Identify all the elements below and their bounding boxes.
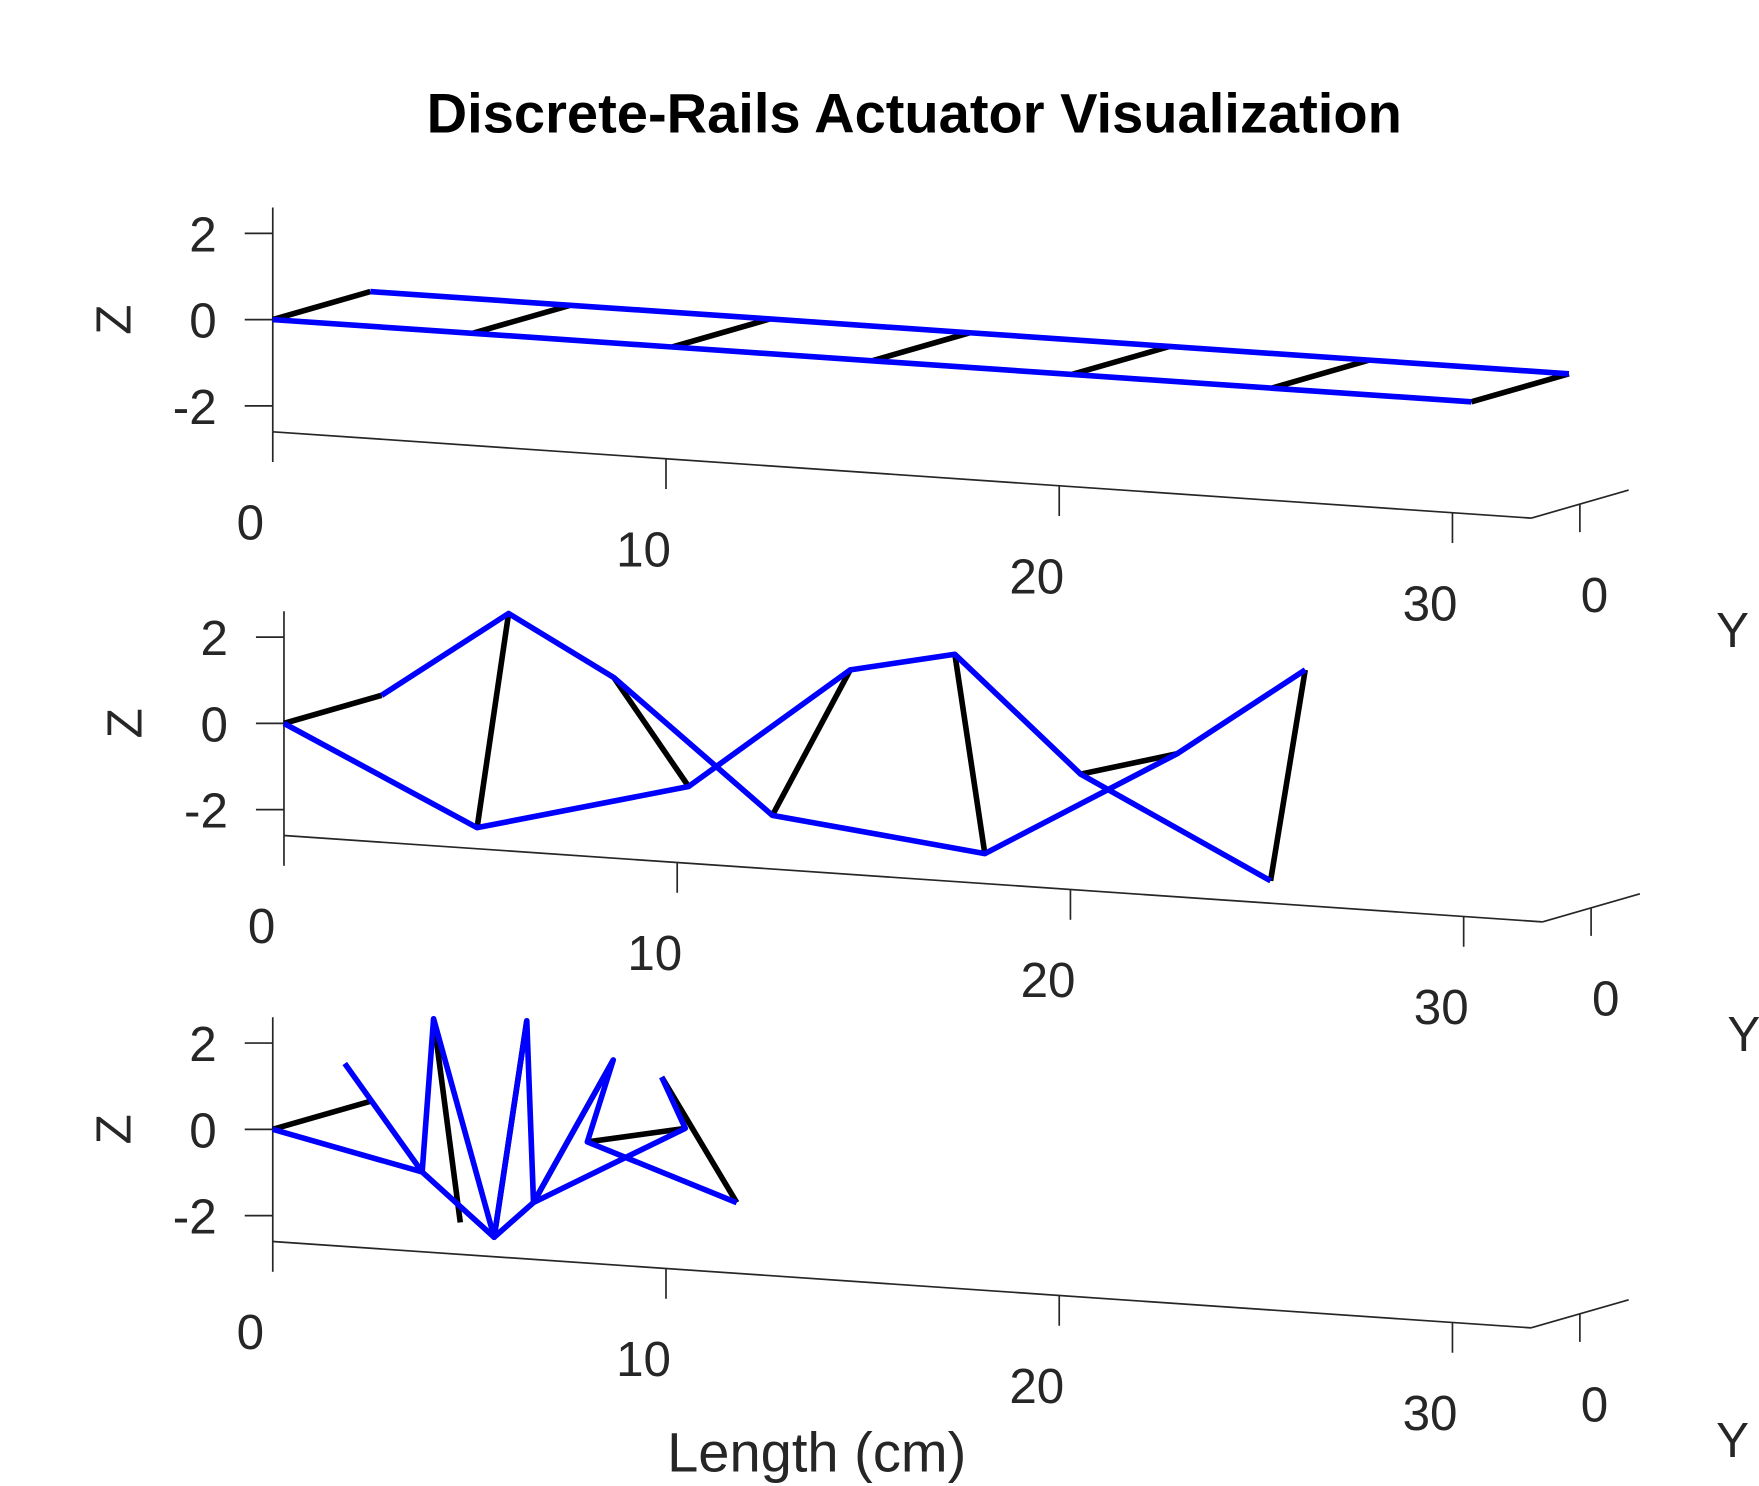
x-tick-label: 30: [1403, 576, 1458, 631]
y-tick-label: 0: [1581, 568, 1608, 623]
x-axis: [272, 430, 1532, 519]
z-tick-label: 0: [189, 294, 216, 349]
z-tick-label: -2: [173, 380, 217, 435]
rail-line: [283, 613, 1308, 882]
z-tick-label: 0: [200, 697, 227, 752]
rail-line: [380, 610, 1307, 857]
y-axis-label: Y: [1716, 603, 1749, 658]
chart-title: Discrete-Rails Actuator Visualization: [427, 81, 1402, 144]
rail-line: [271, 288, 1570, 405]
x-tick-label: 10: [627, 926, 682, 981]
x-tick-label: 10: [616, 522, 671, 577]
z-axis-label: Z: [98, 708, 153, 738]
x-tick-label: 20: [1021, 953, 1076, 1008]
x-tick-label: 10: [616, 1332, 671, 1387]
x-tick-label: 20: [1009, 549, 1064, 604]
x-tick-label: 0: [237, 1305, 264, 1360]
x-axis: [283, 834, 1543, 923]
x-tick-label: 30: [1403, 1386, 1458, 1441]
z-tick-label: 2: [200, 611, 227, 666]
rail-line: [272, 316, 1472, 405]
x-axis: [272, 1240, 1532, 1329]
z-tick-label: -2: [184, 784, 228, 839]
rail-line: [342, 1061, 689, 1241]
z-tick-label: 2: [189, 207, 216, 262]
z-tick-label: 2: [189, 1017, 216, 1072]
rail-line: [370, 288, 1570, 377]
z-tick-label: -2: [173, 1190, 217, 1245]
z-axis-label: Z: [86, 305, 141, 335]
x-tick-label: 30: [1414, 980, 1469, 1035]
x-axis-label: Length (cm): [667, 1420, 966, 1483]
y-axis-label: Y: [1716, 1413, 1749, 1468]
rail-line: [282, 651, 1272, 884]
x-tick-label: 20: [1009, 1359, 1064, 1414]
y-tick-label: 0: [1581, 1378, 1608, 1433]
y-axis-label: Y: [1727, 1007, 1759, 1062]
z-axis-label: Z: [86, 1114, 141, 1144]
rail-line: [271, 1015, 738, 1241]
x-tick-label: 0: [248, 899, 275, 954]
z-tick-label: 0: [189, 1103, 216, 1158]
x-tick-label: 0: [237, 495, 264, 550]
y-tick-label: 0: [1592, 972, 1619, 1027]
